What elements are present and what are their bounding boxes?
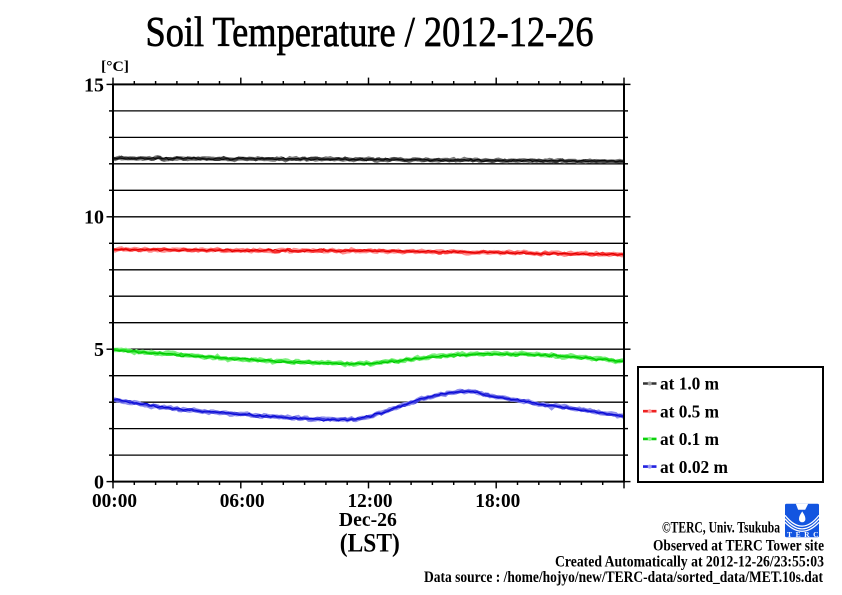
svg-text:Created Automatically at 2012-: Created Automatically at 2012-12-26/23:5… [555, 553, 824, 570]
svg-text:Observed at TERC Tower site: Observed at TERC Tower site [653, 538, 824, 555]
svg-text:15: 15 [84, 74, 104, 96]
svg-text:00:00: 00:00 [92, 490, 137, 512]
svg-text:5: 5 [94, 339, 104, 361]
svg-text:10: 10 [84, 207, 104, 229]
svg-text:18:00: 18:00 [475, 490, 520, 512]
svg-text:[°C]: [°C] [101, 59, 129, 75]
svg-text:06:00: 06:00 [220, 490, 265, 512]
svg-text:Dec-26: Dec-26 [339, 509, 397, 531]
svg-text:0: 0 [94, 472, 104, 494]
svg-text:12:00: 12:00 [348, 490, 393, 512]
svg-text:at 0.02 m: at 0.02 m [660, 457, 728, 477]
svg-text:Soil Temperature / 2012-12-26: Soil Temperature / 2012-12-26 [146, 10, 594, 56]
svg-text:at 1.0 m: at 1.0 m [660, 374, 719, 394]
svg-text:(LST): (LST) [340, 528, 400, 558]
svg-text:at 0.1 m: at 0.1 m [660, 429, 719, 449]
svg-text:at 0.5 m: at 0.5 m [660, 401, 719, 421]
svg-text:©TERC, Univ. Tsukuba: ©TERC, Univ. Tsukuba [662, 519, 780, 536]
svg-text:Data source : /home/hojyo/new/: Data source : /home/hojyo/new/TERC-data/… [424, 569, 824, 586]
